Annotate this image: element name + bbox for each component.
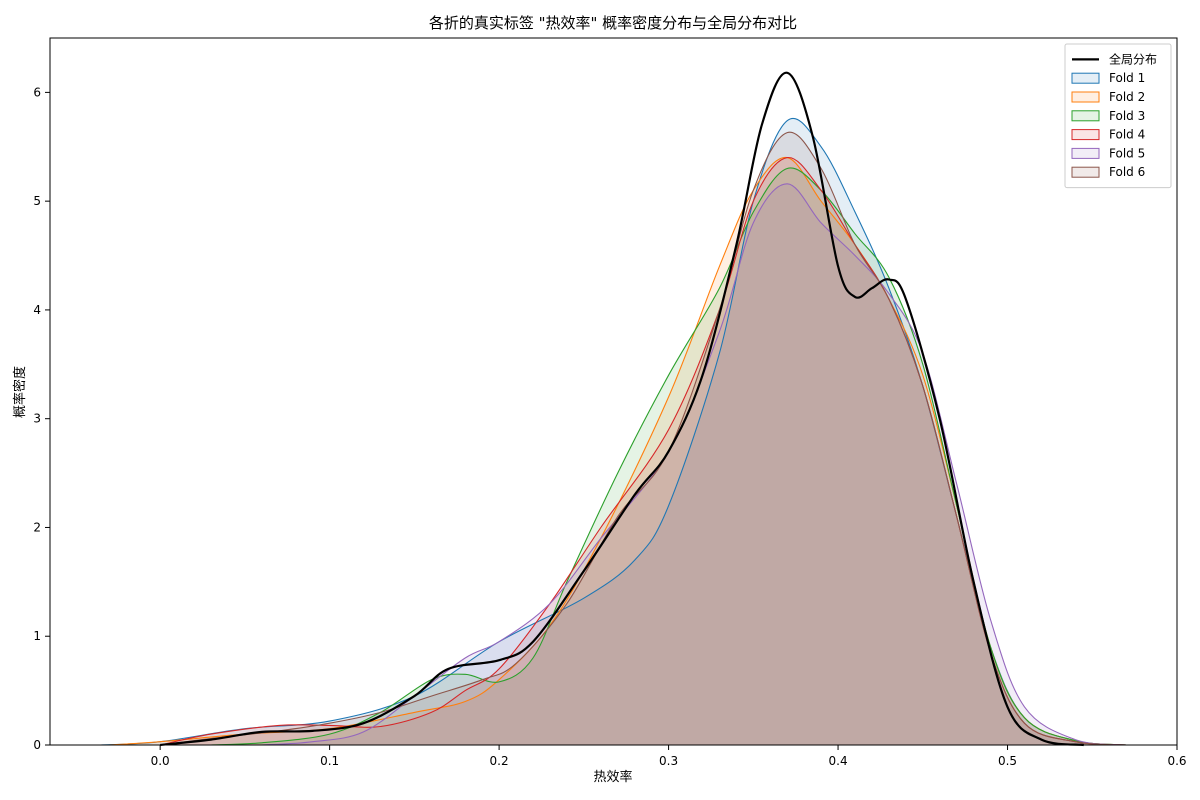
legend-swatch	[1071, 72, 1100, 84]
legend-item: Fold 4	[1071, 128, 1145, 142]
y-tick-label: 1	[33, 629, 41, 643]
density-line-fold-5	[261, 183, 1127, 746]
legend-label: Fold 1	[1109, 71, 1145, 85]
y-tick-label: 0	[33, 738, 41, 752]
x-tick-label: 0.1	[320, 754, 339, 768]
x-tick-label: 0.0	[151, 754, 170, 768]
legend-item: Fold 5	[1071, 146, 1145, 160]
legend-item: Fold 2	[1071, 90, 1145, 104]
legend-label: Fold 2	[1109, 90, 1145, 104]
legend-item: Fold 6	[1071, 165, 1145, 179]
x-tick-label: 0.5	[998, 754, 1017, 768]
legend-item: Fold 1	[1071, 71, 1145, 85]
density-line-global	[160, 71, 1084, 747]
legend-swatch	[1071, 129, 1100, 141]
y-axis: 0 1 2 3 4 5 6	[33, 85, 50, 752]
legend-swatch	[1071, 147, 1100, 159]
y-tick-label: 5	[33, 194, 41, 208]
legend-frame	[1064, 43, 1172, 189]
x-tick-label: 0.3	[659, 754, 678, 768]
plot-frame	[49, 37, 1178, 746]
legend-label: Fold 6	[1109, 165, 1145, 179]
legend-label: 全局分布	[1109, 51, 1157, 66]
y-tick-label: 3	[33, 412, 41, 426]
density-fill-fold-4	[160, 157, 1127, 745]
density-fill-fold-5	[261, 183, 1127, 746]
y-tick-label: 4	[33, 303, 41, 317]
y-tick-label: 6	[33, 85, 41, 99]
chart-title: 各折的真实标签 "热效率" 概率密度分布与全局分布对比	[429, 14, 797, 32]
legend: 全局分布 Fold 1 Fold 2 Fold 3 Fold 4 Fold 5 Fold 6	[1064, 43, 1172, 189]
legend-swatch	[1071, 91, 1100, 103]
legend-label: Fold 4	[1109, 128, 1145, 142]
density-fill-fold-1	[100, 118, 1127, 745]
x-axis-title: 热效率	[593, 769, 632, 785]
legend-label: Fold 5	[1109, 146, 1145, 160]
x-tick-label: 0.6	[1167, 754, 1186, 768]
legend-swatch	[1071, 166, 1100, 178]
x-tick-label: 0.2	[490, 754, 509, 768]
plot-fills	[100, 118, 1127, 746]
y-axis-title: 概率密度	[12, 366, 28, 418]
plot-lines	[100, 71, 1127, 747]
x-tick-label: 0.4	[829, 754, 848, 768]
y-tick-label: 2	[33, 520, 41, 534]
legend-item: Fold 3	[1071, 109, 1145, 123]
density-fill-fold-2	[109, 157, 1127, 745]
legend-swatch	[1071, 110, 1100, 122]
density-fill-fold-6	[160, 132, 1127, 745]
legend-label: Fold 3	[1109, 109, 1145, 123]
x-axis: 0.0 0.1 0.2 0.3 0.4 0.5 0.6	[151, 745, 1187, 768]
legend-item: 全局分布	[1072, 51, 1157, 66]
density-fill-fold-3	[211, 167, 1127, 746]
